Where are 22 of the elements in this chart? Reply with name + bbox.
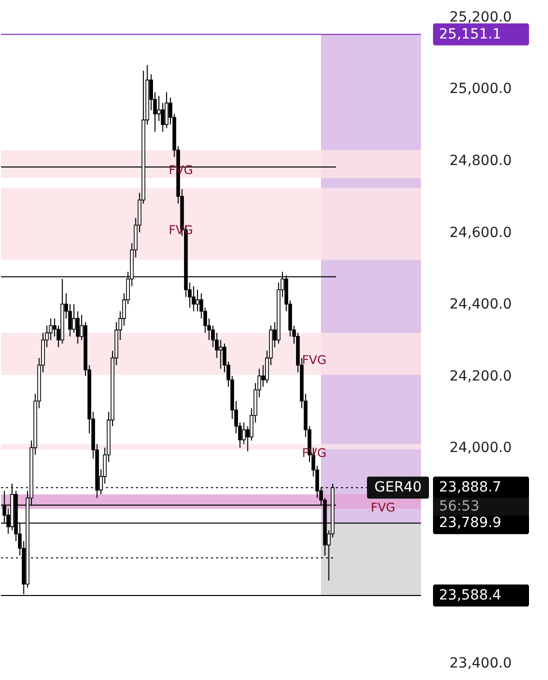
y-tick-label: 24,800.0: [450, 152, 512, 169]
y-tick-label: 24,600.0: [450, 224, 512, 241]
band-label: FVG: [370, 500, 396, 515]
band-label: FVG: [302, 352, 326, 367]
y-tick-label: 24,200.0: [450, 368, 512, 384]
text: 56:53: [439, 498, 480, 515]
annotation: GER40: [374, 480, 422, 496]
candlestick: [164, 92, 168, 129]
y-tick-label: 23,400.0: [450, 656, 512, 672]
y-tick-label: 24,000.0: [450, 440, 512, 456]
candlestick: [218, 340, 223, 370]
y-tick-label: 25,200.0: [450, 9, 512, 26]
candlestick: [157, 95, 161, 122]
candlestick: [196, 289, 200, 312]
ref-line-label: 23,789.9: [439, 515, 502, 532]
y-tick-label: 25,000.0: [450, 81, 512, 98]
ref-line-label: 25,151.1: [439, 26, 502, 42]
ref-line-label: 23,888.7: [439, 480, 502, 496]
candlestick: [72, 304, 76, 334]
candlestick: [192, 286, 196, 312]
y-tick-label: 24,400.0: [450, 296, 512, 313]
ref-line-label: 23,588.4: [439, 587, 502, 604]
